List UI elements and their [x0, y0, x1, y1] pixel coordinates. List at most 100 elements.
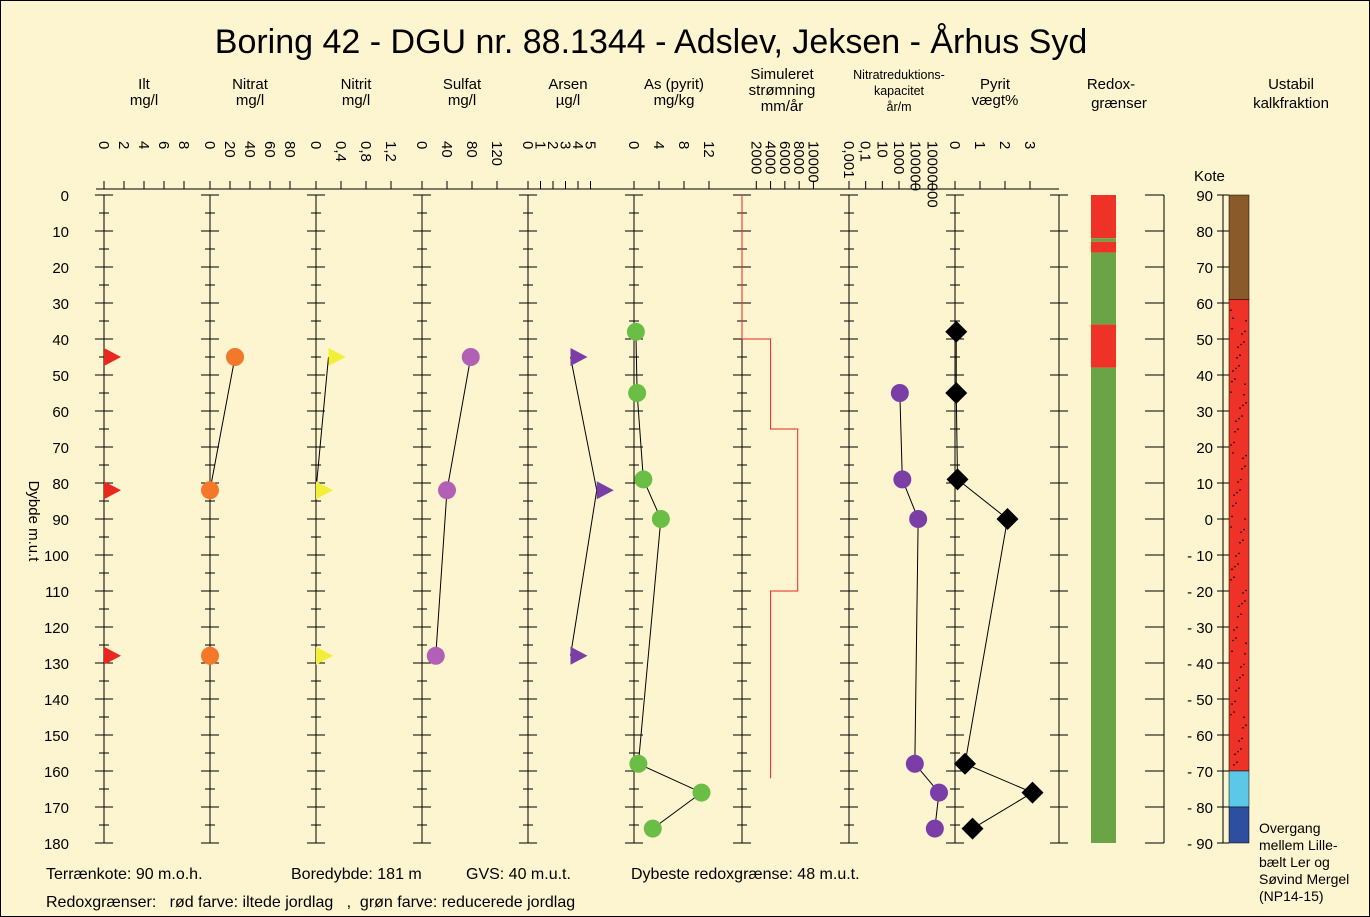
x-tick-label: 10000 — [804, 141, 821, 183]
panels-layer: 0102030405060708090100110120130140150160… — [44, 66, 1059, 853]
x-tick-label: 4 — [135, 141, 152, 149]
lithology-stipple — [1245, 589, 1247, 592]
lithology-stipple — [1245, 320, 1247, 322]
panel-header-label: Nitrit — [341, 76, 373, 93]
data-point — [651, 510, 670, 528]
lithology-layer — [1228, 770, 1250, 808]
x-tick-label: 100000 — [907, 141, 924, 191]
panel-header-label: strømning — [749, 82, 816, 99]
redox-segment — [1091, 238, 1116, 242]
x-tick-label: 0 — [625, 141, 642, 149]
panel-header-label: mg/kg — [654, 92, 695, 109]
x-tick-label: 80 — [281, 141, 298, 158]
data-point — [1021, 781, 1044, 804]
x-tick-label: 0 — [307, 141, 324, 149]
y-axis-label: Dybde m.u.t — [25, 481, 42, 563]
lithology-stipple — [1242, 457, 1244, 460]
lithology-stipple — [1245, 724, 1247, 726]
kote-tick-label: - 80 — [1187, 800, 1213, 817]
data-point — [570, 348, 588, 366]
kote-note: mellem Lille- — [1259, 837, 1338, 853]
data-point — [328, 348, 346, 366]
lithology-stipple — [1230, 309, 1232, 312]
x-tick-label: 6000 — [776, 141, 793, 174]
x-tick-label: 4 — [650, 141, 667, 149]
lithology-stipple — [1231, 380, 1233, 383]
kote-column: Kote Ustabil kalkfraktion 90 80 70 60 50 40 30 20 1… — [1187, 76, 1349, 904]
data-point — [461, 348, 480, 366]
data-point — [201, 481, 219, 500]
data-point — [893, 470, 912, 489]
lithology-stipple — [1232, 505, 1234, 507]
lithology-stipple — [1239, 407, 1241, 409]
lithology-stipple — [1235, 555, 1237, 557]
lithology-stipple — [1245, 402, 1247, 404]
x-tick-label: 40 — [438, 141, 455, 158]
x-tick-label: 0 — [413, 141, 430, 149]
lithology-stipple — [1240, 748, 1242, 750]
lithology-layer — [1228, 806, 1250, 844]
x-tick-label: 5 — [582, 141, 599, 149]
footer-gvs: GVS: 40 m.u.t. — [466, 866, 571, 883]
depth-tick-label: 40 — [52, 332, 69, 349]
kote-tick-label: - 60 — [1187, 728, 1213, 745]
x-tick-label: 0 — [201, 141, 218, 149]
lithology-stipple — [1235, 420, 1237, 423]
redox-header-label: grænser — [1091, 95, 1147, 112]
footer-redoxgraense: Dybeste redoxgrænse: 48 m.u.t. — [631, 866, 860, 883]
kote-note: (NP14-15) — [1259, 888, 1324, 904]
x-tick-label: 4000 — [762, 141, 779, 174]
chart-title: Boring 42 - DGU nr. 88.1344 - Adslev, Je… — [215, 23, 1087, 61]
footer-boredybde: Boredybde: 181 m — [291, 866, 422, 883]
depth-tick-label: 100 — [44, 548, 69, 565]
lithology-stipple — [1243, 394, 1245, 396]
lithology-stipple — [1244, 653, 1246, 655]
depth-tick-label: 170 — [44, 800, 69, 817]
data-point — [201, 646, 219, 665]
redox-header-label: Redox- — [1087, 76, 1135, 93]
lithology-stipple — [1237, 563, 1239, 565]
data-point — [692, 783, 711, 802]
lithology-stipple — [1244, 465, 1246, 468]
lithology-stipple — [1234, 700, 1236, 703]
lithology-stipple — [1233, 764, 1235, 766]
lithology-stipple — [1230, 526, 1232, 528]
lithology-stipple — [1242, 727, 1244, 729]
kote-tick-label: - 10 — [1187, 548, 1213, 565]
data-point — [643, 819, 662, 838]
lithology-stipple — [1231, 515, 1233, 518]
panel-header-label: mg/l — [448, 92, 476, 109]
lithology-stipple — [1245, 454, 1247, 457]
panel-header-label: mg/l — [130, 92, 158, 109]
lithology-stipple — [1238, 365, 1240, 367]
data-point — [316, 646, 333, 665]
kote-tick-label: 80 — [1196, 224, 1213, 241]
lithology-stipple — [1232, 317, 1234, 320]
x-tick-label: 0,4 — [332, 141, 349, 162]
kote-tick-label: 50 — [1196, 332, 1213, 349]
series-line — [435, 356, 472, 656]
lithology-stipple — [1240, 666, 1242, 668]
depth-tick-label: 110 — [45, 584, 69, 601]
series-line — [570, 356, 598, 656]
data-point — [570, 646, 588, 665]
depth-tick-label: 160 — [44, 764, 69, 781]
lithology-stipple — [1233, 441, 1235, 444]
panel-aspyrit: As (pyrit)mg/kg 0 4 8 12 — [625, 76, 717, 844]
series-line — [955, 331, 1034, 830]
kote-tick-label: 30 — [1196, 404, 1213, 421]
data-point — [996, 508, 1019, 530]
data-point — [628, 384, 647, 402]
panel-header-label: mg/l — [342, 92, 370, 109]
lithology-stipple — [1239, 676, 1241, 679]
data-point — [961, 817, 984, 840]
x-tick-label: 1,2 — [382, 141, 399, 162]
data-point — [629, 754, 648, 773]
lithology-stipple — [1243, 528, 1245, 531]
footer-redox-legend: Redoxgrænser: rød farve: iltede jordlag … — [46, 894, 575, 911]
depth-tick-label: 90 — [52, 512, 69, 529]
lithology-stipple — [1238, 687, 1240, 689]
